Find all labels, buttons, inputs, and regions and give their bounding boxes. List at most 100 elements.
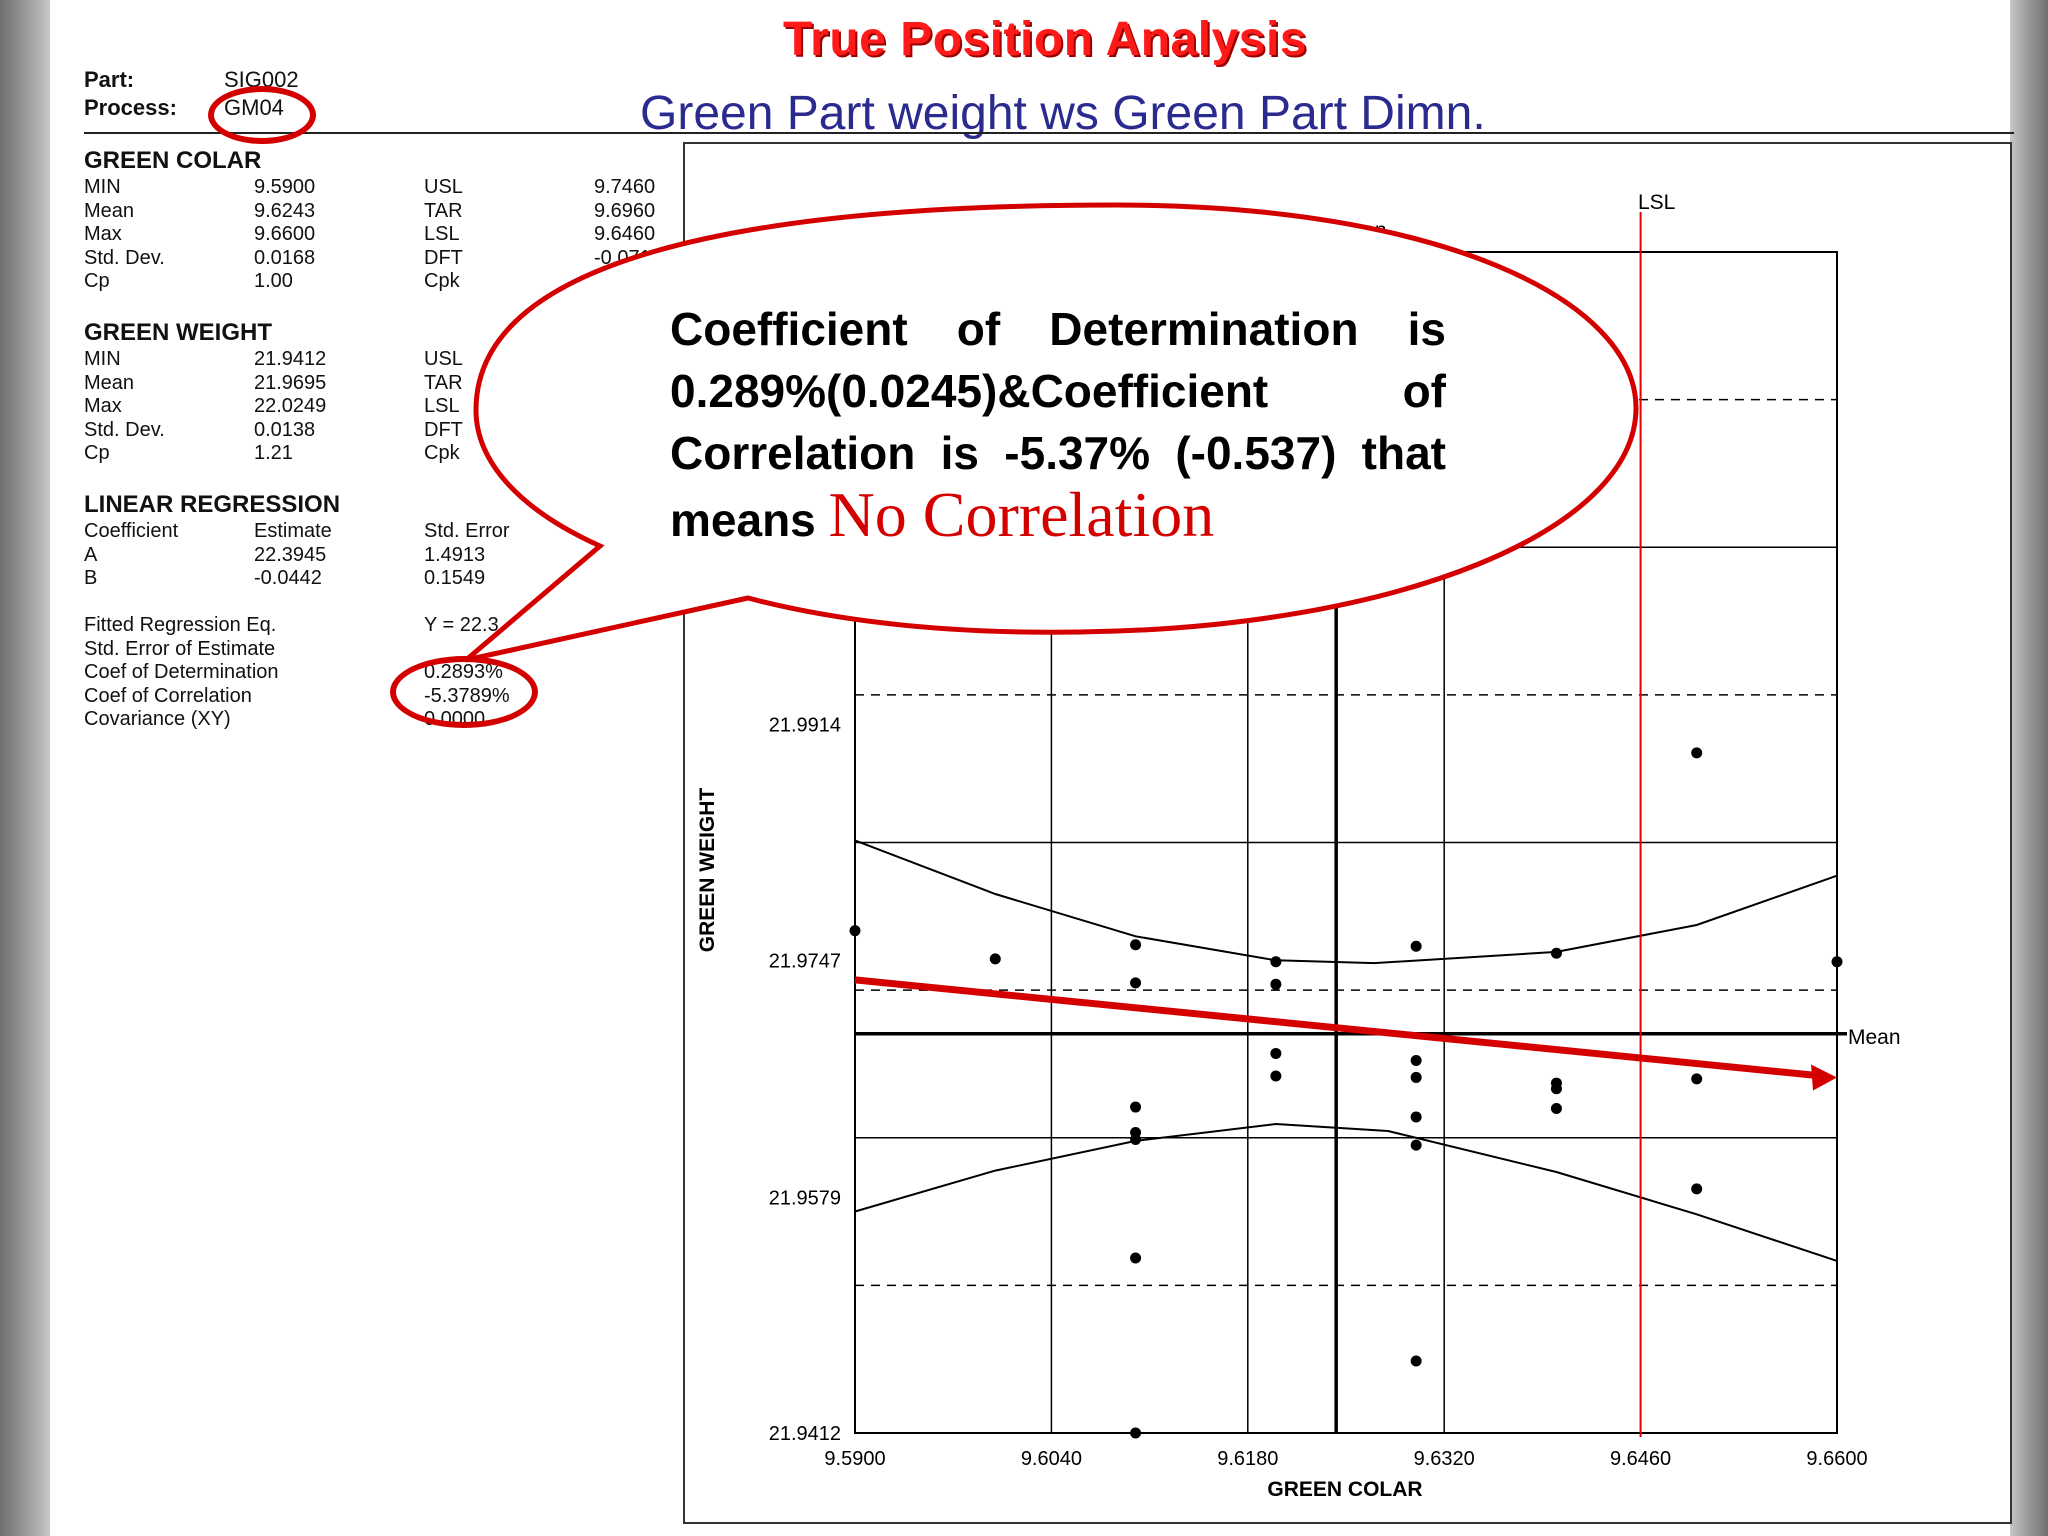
x-tick-label: 9.5900 xyxy=(824,1448,885,1470)
fit-label: Fitted Regression Eq. xyxy=(84,614,277,636)
lsl-label: LSL xyxy=(1638,191,1675,214)
fit-value: Y = 22.3 xyxy=(424,614,499,636)
stat-value: 0.0168 xyxy=(254,246,316,269)
part-label: Part: xyxy=(84,67,135,92)
fit-label: Covariance (XY) xyxy=(84,708,231,730)
stat-value: 21.9695 xyxy=(254,371,327,394)
stat-label: MIN xyxy=(84,176,121,198)
data-point xyxy=(1130,1101,1142,1113)
stat-row: Mean 9.6243 TAR 9.6960 xyxy=(84,199,655,224)
data-point xyxy=(1410,1071,1422,1083)
green-colar-heading: GREEN COLAR xyxy=(84,147,262,174)
stat-label: Cpk xyxy=(424,270,460,292)
stat-label: Max xyxy=(84,395,122,417)
data-point xyxy=(1691,747,1703,759)
data-point xyxy=(1270,978,1282,990)
data-point xyxy=(1270,1047,1282,1059)
green-weight-heading: GREEN WEIGHT xyxy=(84,319,273,346)
stat-label: DFT xyxy=(424,246,463,269)
page-title: True Position Analysis xyxy=(782,13,1308,66)
process-highlight-circle xyxy=(208,86,316,144)
point-layer xyxy=(849,747,1843,1439)
stat-label: Cp xyxy=(84,270,110,292)
confidence-band-layer xyxy=(854,839,1838,1262)
regression-row: A 22.3945 1.4913 xyxy=(84,543,485,568)
stat-row: Cp 1.00 Cpk xyxy=(84,270,460,294)
data-point xyxy=(1550,947,1562,959)
data-point xyxy=(1550,1102,1562,1114)
x-tick-label: 9.6460 xyxy=(1610,1448,1671,1470)
data-point xyxy=(1550,1083,1562,1095)
stat-label: TAR xyxy=(424,199,463,222)
process-label: Process: xyxy=(84,95,177,120)
data-point xyxy=(1270,956,1282,968)
data-point xyxy=(1130,939,1142,951)
regression-row: B -0.0442 0.1549 xyxy=(84,567,485,591)
data-point xyxy=(1831,956,1843,968)
regression-cell: Estimate xyxy=(254,520,332,542)
stat-value: 9.6600 xyxy=(254,223,316,245)
stat-label: Cpk xyxy=(424,442,460,464)
stat-label: Mean xyxy=(84,199,135,222)
data-point xyxy=(1270,1070,1282,1082)
stat-value: 9.6960 xyxy=(594,199,656,222)
stat-label: DFT xyxy=(424,418,463,441)
part-row: Part: SIG002 xyxy=(84,66,299,94)
stat-value: 9.5900 xyxy=(254,176,316,198)
stat-label: MIN xyxy=(84,348,121,370)
data-point xyxy=(1691,1183,1703,1195)
stat-label: Std. Dev. xyxy=(84,418,165,441)
y-tick-label: 21.9579 xyxy=(769,1187,841,1209)
regression-row: Coefficient Estimate Std. Error xyxy=(84,520,510,544)
stat-row: MIN 9.5900 USL 9.7460 xyxy=(84,176,655,200)
header-divider xyxy=(84,132,2014,134)
stat-row: Mean 21.9695 TAR xyxy=(84,372,463,396)
data-point xyxy=(1410,1111,1422,1123)
regression-cell: B xyxy=(84,567,98,589)
confidence-lower-curve xyxy=(854,1122,1838,1262)
callout-text: Coefficient of Determination is 0.289%(0… xyxy=(670,298,1446,551)
y-tick-label: 21.9412 xyxy=(769,1423,841,1445)
regression-cell: A xyxy=(84,543,98,566)
stat-row: Max 22.0249 LSL xyxy=(84,395,460,419)
fit-label: Coef of Determination xyxy=(84,661,279,683)
regression-cell: Std. Error xyxy=(424,520,510,542)
stat-label: USL xyxy=(424,176,463,198)
y-tick-label: 21.9747 xyxy=(769,950,841,972)
stat-value: 9.7460 xyxy=(594,176,656,198)
fit-label: Std. Error of Estimate xyxy=(84,637,276,660)
data-point xyxy=(1130,1252,1142,1264)
axis-layer: 9.5900 9.6040 9.6180 9.6320 9.6460 9.6600 21.9… xyxy=(769,212,1868,1470)
fit-label: Coef of Correlation xyxy=(84,684,252,707)
stats-highlight-circle xyxy=(390,656,538,728)
stat-label: USL xyxy=(424,348,463,370)
data-point xyxy=(1130,1427,1142,1439)
callout-emphasis: No Correlation xyxy=(828,479,1215,550)
stat-row: Cp 1.21 Cpk xyxy=(84,442,460,466)
regression-cell: -0.0442 xyxy=(254,567,322,589)
green-weight-stats: GREEN WEIGHT MIN 21.9412 USL Mean 21.9695 TA… xyxy=(84,318,463,466)
linear-regression-heading: LINEAR REGRESSION xyxy=(84,491,341,518)
x-tick-label: 9.6040 xyxy=(1021,1448,1082,1470)
data-point xyxy=(1410,1054,1422,1066)
y-tick-label: 21.9914 xyxy=(769,715,841,737)
stat-value: 21.9412 xyxy=(254,348,327,370)
stat-row: Max 9.6600 LSL 9.6460 xyxy=(84,223,655,247)
stat-value: 0.0138 xyxy=(254,418,316,441)
x-tick-label: 9.6600 xyxy=(1806,1448,1867,1470)
data-point xyxy=(989,953,1001,965)
callout-bubble xyxy=(464,202,1639,663)
data-point xyxy=(1410,1139,1422,1151)
stat-label: Std. Dev. xyxy=(84,246,165,269)
stat-value: 9.6460 xyxy=(594,223,656,245)
stat-row: MIN 21.9412 USL xyxy=(84,348,463,372)
confidence-upper-curve xyxy=(854,839,1838,965)
data-point xyxy=(1130,977,1142,989)
data-point xyxy=(1691,1073,1703,1085)
stat-label: TAR xyxy=(424,371,463,394)
callout-body: Coefficient of Determination is 0.289%(0… xyxy=(670,303,1446,546)
stat-value: 22.0249 xyxy=(254,395,327,417)
stat-label: LSL xyxy=(424,395,460,417)
data-point xyxy=(1130,1134,1142,1146)
